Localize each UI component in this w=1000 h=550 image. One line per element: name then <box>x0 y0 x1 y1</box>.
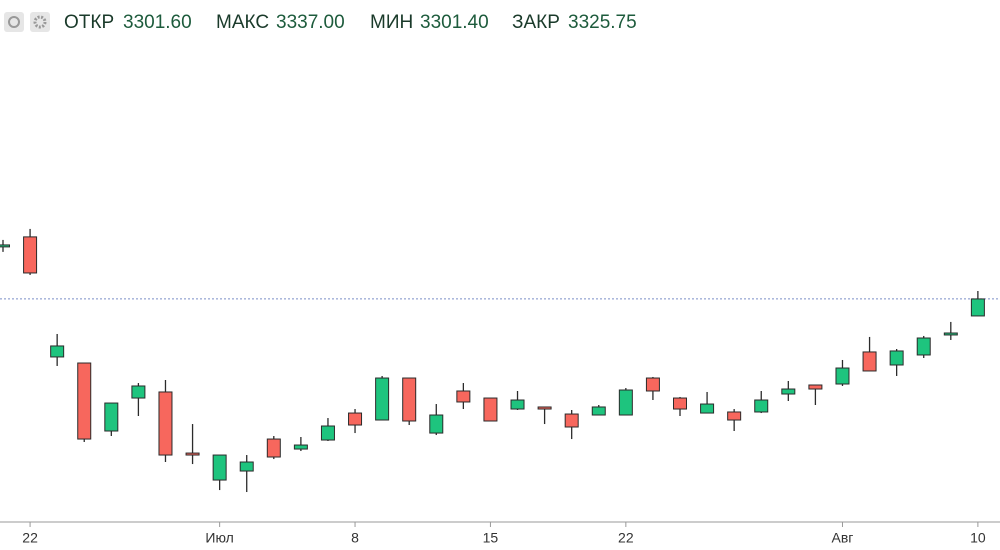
candle-body <box>185 452 200 456</box>
x-tick-label: Авг <box>832 530 854 546</box>
candle-body <box>266 438 281 458</box>
candle-body <box>727 411 742 421</box>
candle-body <box>781 388 796 395</box>
ohlc-label: МАКС <box>216 12 269 33</box>
x-tick-label: 10 <box>970 530 986 546</box>
candle-body <box>23 236 38 274</box>
candle-body <box>700 403 715 414</box>
candle-body <box>916 337 931 356</box>
candle-body <box>375 377 390 421</box>
candle-body <box>943 332 958 336</box>
candle-body <box>212 454 227 481</box>
candle-body <box>835 367 850 385</box>
candle-body <box>889 350 904 366</box>
ohlc-label: МИН <box>370 12 413 33</box>
gear-shape <box>33 15 47 29</box>
candle-body <box>131 385 146 399</box>
candle-body <box>862 351 877 372</box>
candle-body <box>104 402 119 432</box>
candle-body <box>293 444 308 450</box>
x-tick-label: 8 <box>351 530 359 546</box>
candle-body <box>320 425 335 441</box>
eye-icon[interactable] <box>4 12 24 32</box>
candle-body <box>429 414 444 434</box>
candle-body <box>402 377 417 422</box>
x-tick-label: 22 <box>618 530 634 546</box>
gear-icon[interactable] <box>30 12 50 32</box>
ohlc-value: 3301.40 <box>420 12 489 33</box>
header-icons[interactable] <box>4 12 50 32</box>
x-tick-label: 22 <box>22 530 38 546</box>
eye-shape <box>8 16 20 28</box>
ohlc-label: ЗАКР <box>512 12 560 33</box>
ohlc-value: 3325.75 <box>568 12 637 33</box>
candle-body <box>510 399 525 410</box>
ohlc-label: ОТКР <box>64 12 114 33</box>
candle-body <box>808 384 823 390</box>
ohlc-value: 3337.00 <box>276 12 345 33</box>
x-tick-label: 15 <box>483 530 499 546</box>
candle-body <box>970 298 985 317</box>
candle-body <box>158 391 173 456</box>
candle-body <box>645 377 660 392</box>
ohlc-value: 3301.60 <box>123 12 192 33</box>
x-tick-label: Июл <box>205 530 233 546</box>
candle-body <box>239 461 254 472</box>
candle-body <box>0 244 10 248</box>
candle-body <box>348 412 363 426</box>
candle-body <box>591 406 606 416</box>
candle-body <box>483 397 498 422</box>
candle-body <box>50 345 65 358</box>
candle-body <box>537 406 552 410</box>
candle-body <box>456 390 471 403</box>
candle-body <box>618 389 633 416</box>
candle-body <box>564 413 579 428</box>
candle-body <box>754 399 769 413</box>
candle-body <box>77 362 92 440</box>
candle-body <box>673 397 687 410</box>
